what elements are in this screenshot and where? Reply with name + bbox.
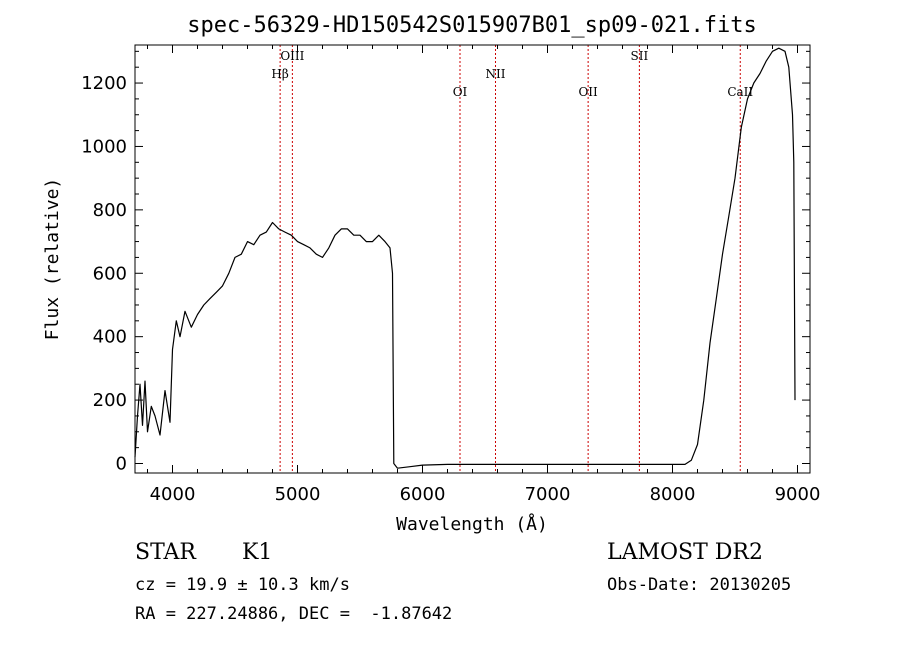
line-marker-label: NII (486, 67, 506, 81)
x-axis-label: Wavelength (Å) (396, 513, 548, 535)
x-axis: 4000 5000 6000 7000 8000 9000 (147, 45, 821, 505)
line-marker-label: Hβ (271, 67, 288, 81)
sky-coordinates: RA = 227.24886, DEC = -1.87642 (135, 604, 453, 624)
x-tick-label: 5000 (275, 484, 321, 505)
line-marker-label: SII (631, 49, 649, 63)
line-marker-label: CaII (727, 85, 753, 99)
y-tick-label: 1000 (81, 136, 127, 157)
x-tick-label: 4000 (150, 484, 196, 505)
line-marker-label: OIII (280, 49, 304, 63)
y-tick-label: 400 (93, 327, 127, 348)
y-tick-label: 1200 (81, 73, 127, 94)
survey-name: LAMOST DR2 (607, 540, 763, 565)
x-tick-label: 6000 (400, 484, 446, 505)
y-tick-label: 0 (116, 453, 127, 474)
x-tick-label: 8000 (650, 484, 696, 505)
x-tick-label: 9000 (775, 484, 821, 505)
line-marker-label: OI (453, 85, 468, 99)
x-tick-label: 7000 (525, 484, 571, 505)
plot-frame (134, 44, 811, 474)
redshift-velocity: cz = 19.9 ± 10.3 km/s (135, 575, 350, 595)
y-axis: 0 200 400 600 800 1000 1200 (81, 50, 810, 474)
y-tick-label: 800 (93, 200, 127, 221)
y-tick-label: 600 (93, 263, 127, 284)
chart-title: spec-56329-HD150542S015907B01_sp09-021.f… (187, 13, 757, 38)
object-subclass: K1 (242, 540, 273, 565)
spectrum-line (134, 47, 796, 469)
object-class: STAR (135, 540, 196, 565)
observation-date: Obs-Date: 20130205 (607, 575, 792, 595)
emission-line-markers: Hβ OIII OI NII OII SII CaII (271, 45, 753, 473)
y-tick-label: 200 (93, 390, 127, 411)
y-axis-label: Flux (relative) (42, 178, 63, 341)
line-marker-label: OII (578, 85, 598, 99)
